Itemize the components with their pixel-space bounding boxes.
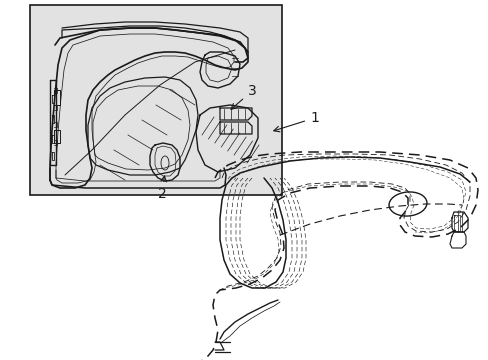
- Text: 2: 2: [157, 176, 166, 201]
- Text: 1: 1: [273, 111, 318, 132]
- Text: 3: 3: [230, 84, 256, 109]
- Bar: [30, 5, 282, 195]
